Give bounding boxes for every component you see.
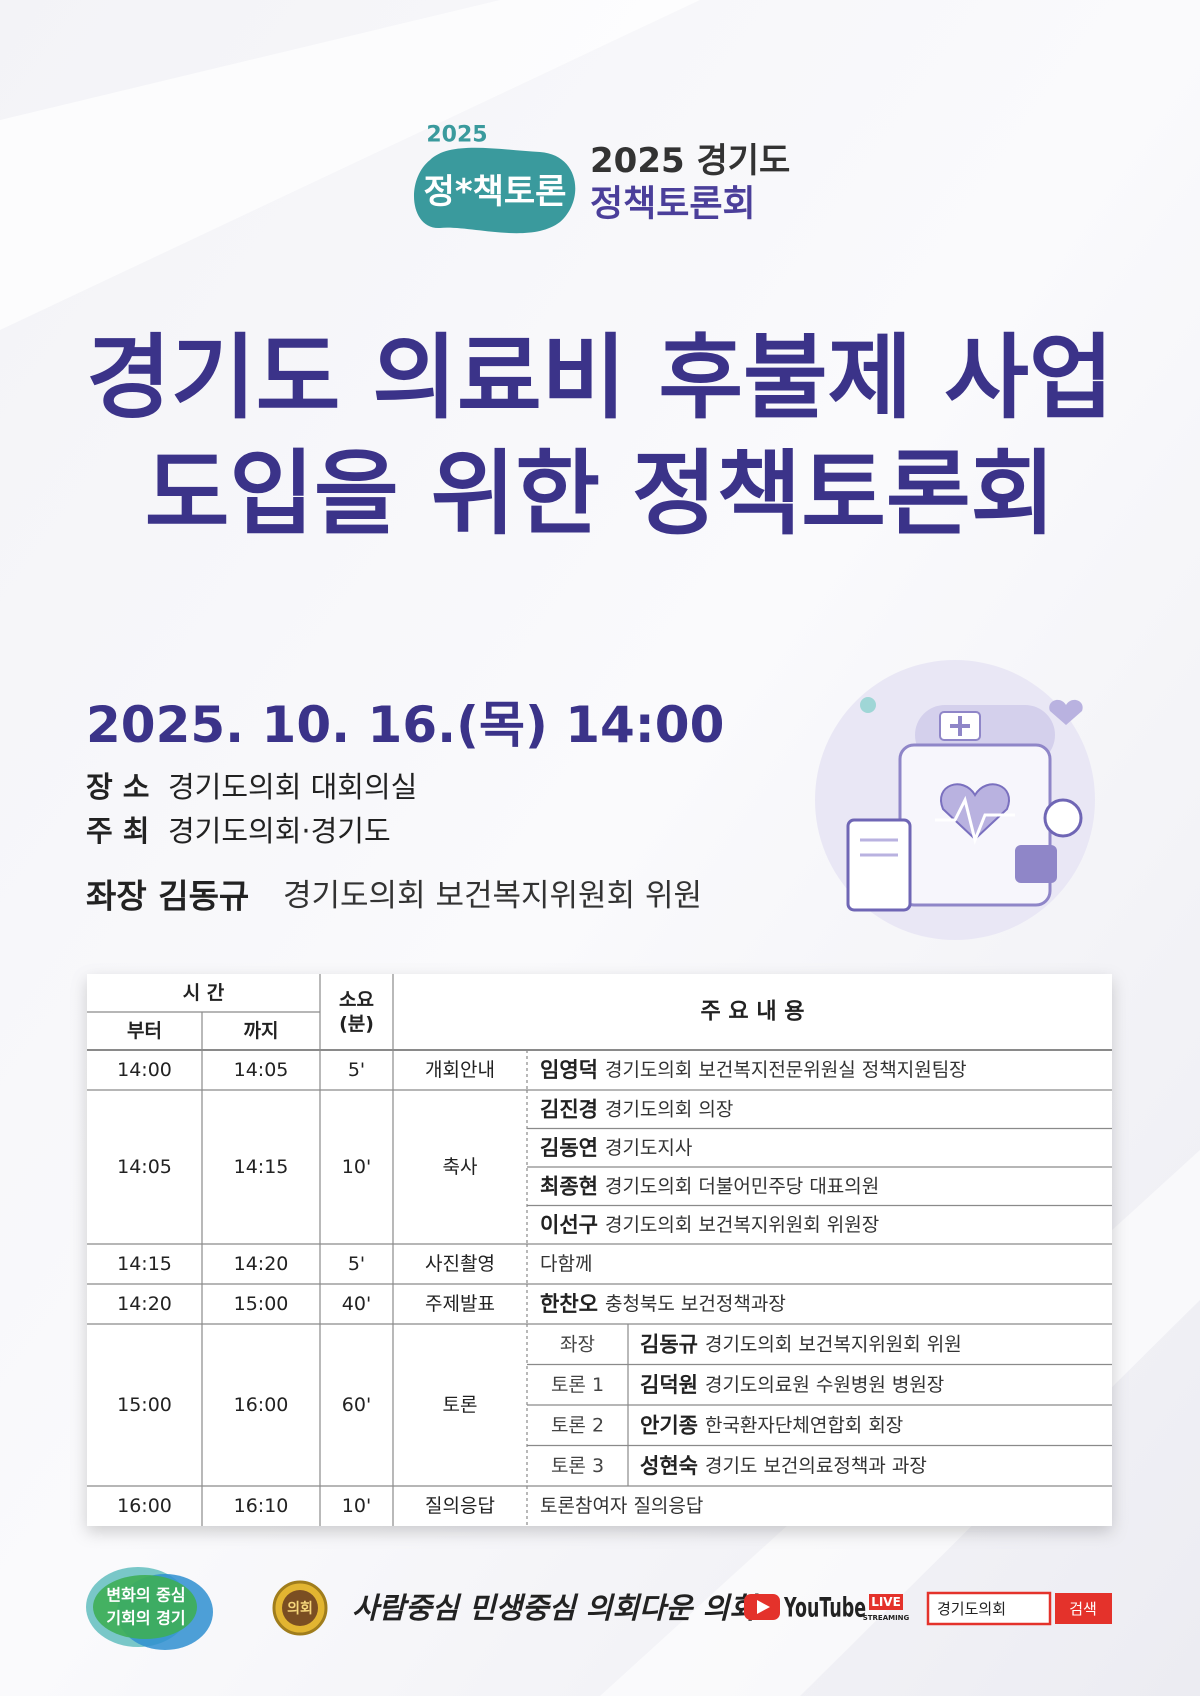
speaker-name: 최종현 (540, 1174, 598, 1198)
logo-blob (413, 147, 576, 234)
chair-value: 경기도의회 보건복지위원회 위원 (283, 878, 702, 914)
speaker-desc: 경기도의회 보건복지위원회 위원장 (605, 1214, 879, 1236)
header-cell: 부터 (127, 1020, 162, 1042)
section-cell: 축사 (443, 1156, 478, 1178)
medical-illustration (815, 660, 1095, 940)
time-cell: 15:00 (234, 1293, 289, 1315)
time-cell: 14:15 (234, 1156, 289, 1178)
chair-label: 좌장 김동규 (86, 877, 249, 916)
section-cell: 사진촬영 (425, 1253, 495, 1275)
info-value: 경기도의회 대회의실 (168, 770, 417, 804)
section-cell: 토론 (443, 1394, 478, 1416)
info-value: 경기도의회·경기도 (168, 814, 391, 848)
table-background (87, 974, 1112, 1526)
header-cell: 소요 (339, 989, 374, 1011)
light-streak (0, 0, 700, 330)
speaker-name: 한찬오 (540, 1292, 598, 1316)
council-seal (282, 1590, 318, 1626)
header-cell: (분) (339, 1013, 374, 1035)
info-label: 장 소 (86, 770, 149, 804)
role-cell: 토론 2 (551, 1414, 604, 1436)
duration-cell: 5' (348, 1253, 365, 1275)
logo-title: 정책토론회 (590, 184, 756, 225)
time-cell: 14:05 (234, 1059, 289, 1081)
time-cell: 16:00 (234, 1394, 289, 1416)
search-box (926, 1591, 1052, 1626)
speaker-name: 성현숙 (640, 1454, 698, 1478)
speaker-desc: 경기도지사 (605, 1137, 692, 1159)
speaker-name: 임영덕 (540, 1058, 598, 1082)
duration-cell: 10' (342, 1495, 371, 1517)
time-cell: 14:20 (234, 1253, 289, 1275)
header-cell: 주 요 내 용 (701, 1000, 805, 1025)
section-cell: 개회안내 (425, 1059, 495, 1081)
role-cell: 토론 1 (551, 1374, 604, 1396)
youtube-play (757, 1600, 770, 1614)
speaker-desc: 토론참여자 질의응답 (540, 1495, 703, 1517)
badge-text: 기회의 경기 (106, 1609, 185, 1628)
speaker-desc: 경기도 보건의료정책과 과장 (705, 1455, 927, 1477)
speaker-name: 김동연 (540, 1136, 598, 1160)
speaker-name: 김덕원 (640, 1373, 698, 1397)
speaker-desc: 한국환자단체연합회 회장 (705, 1414, 903, 1436)
time-cell: 14:05 (117, 1156, 172, 1178)
speaker-desc: 경기도의회 보건복지위원회 위원 (705, 1333, 962, 1355)
info-label: 주 최 (86, 814, 149, 848)
main-title: 경기도 의료비 후불제 사업 (86, 325, 1113, 432)
duration-cell: 60' (342, 1394, 371, 1416)
speaker-desc: 경기도의회 의장 (605, 1098, 733, 1120)
speaker-desc: 경기도의회 더불어민주당 대표의원 (605, 1175, 879, 1197)
search-button-text: 검색 (1069, 1600, 1097, 1618)
time-cell: 14:15 (117, 1253, 172, 1275)
seal-text: 의회 (287, 1600, 313, 1617)
logo-mark: 정*책토론 (424, 172, 567, 212)
live-badge (869, 1594, 903, 1610)
role-cell: 토론 3 (551, 1455, 604, 1477)
header-cell: 까지 (244, 1020, 279, 1042)
speaker-desc: 충청북도 보건정책과장 (605, 1293, 786, 1315)
logo-year: 2025 (426, 123, 487, 148)
time-cell: 14:00 (117, 1059, 172, 1081)
logo: 2025 정*책토론 2025 경기도 정책토론회 (413, 123, 790, 234)
logo-title: 2025 경기도 (590, 141, 790, 181)
section-cell: 주제발표 (425, 1293, 495, 1315)
speaker-name: 안기종 (640, 1413, 698, 1437)
youtube-brand: YouTube (783, 1593, 866, 1624)
speaker-desc: 다함께 (540, 1253, 592, 1275)
event-datetime: 2025. 10. 16.(목) 14:00 (86, 696, 724, 754)
search-button (1055, 1593, 1112, 1624)
speaker-name: 김진경 (540, 1097, 598, 1121)
duration-cell: 5' (348, 1059, 365, 1081)
search-text: 경기도의회 (937, 1600, 1006, 1618)
speaker-desc: 경기도의회 보건복지전문위원실 정책지원팀장 (605, 1059, 967, 1081)
badge-shape (93, 1575, 197, 1639)
time-cell: 14:20 (117, 1293, 172, 1315)
live-text: LIVE (871, 1595, 901, 1609)
main-title: 도입을 위한 정책토론회 (145, 441, 1055, 548)
speaker-desc: 경기도의료원 수원병원 병원장 (705, 1374, 944, 1396)
time-cell: 15:00 (117, 1394, 172, 1416)
time-cell: 16:00 (117, 1495, 172, 1517)
duration-cell: 10' (342, 1156, 371, 1178)
time-cell: 16:10 (234, 1495, 289, 1517)
duration-cell: 40' (342, 1293, 371, 1315)
slogan: 사람중심 민생중심 의회다운 의회 (352, 1591, 759, 1625)
badge-text: 변화의 중심 (106, 1586, 185, 1605)
speaker-name: 김동규 (640, 1332, 698, 1356)
role-cell: 좌장 (560, 1333, 595, 1355)
header-cell: 시 간 (183, 982, 225, 1004)
speaker-name: 이선구 (540, 1213, 598, 1237)
streaming-text: STREAMING (863, 1614, 910, 1622)
section-cell: 질의응답 (425, 1495, 495, 1517)
footer: 변화의 중심 기회의 경기 의회 사람중심 민생중심 의회다운 의회 YouTu… (86, 1567, 1112, 1650)
